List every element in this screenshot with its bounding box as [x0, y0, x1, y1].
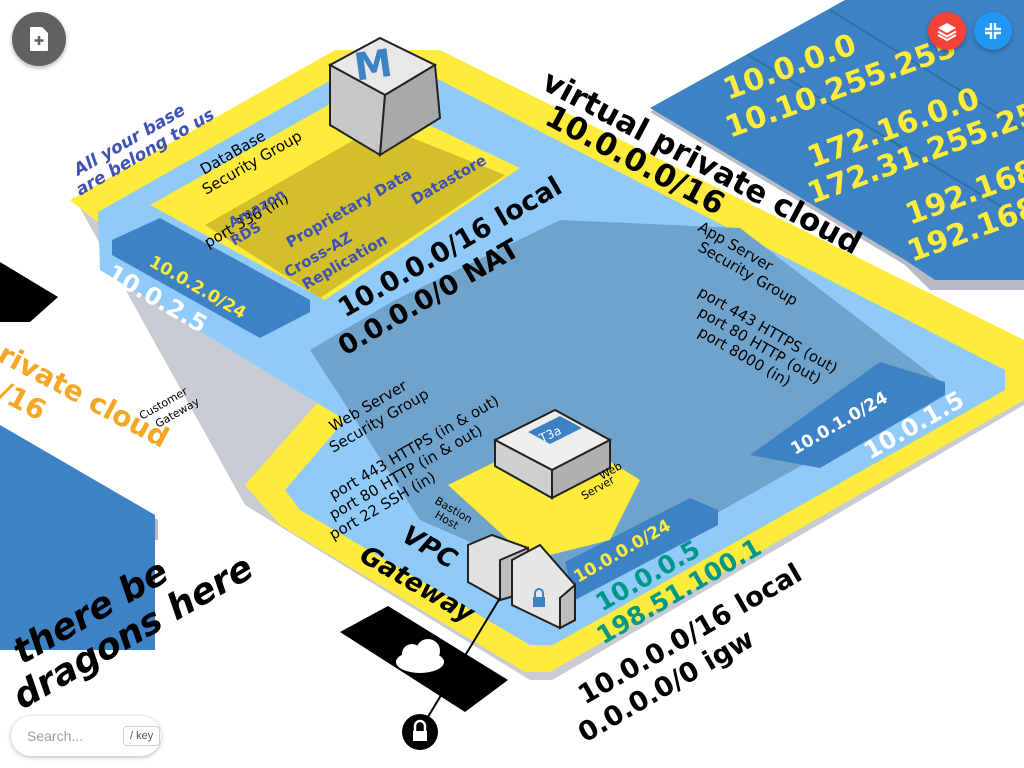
layers-button[interactable]: [928, 12, 966, 50]
datastore-zone: [205, 125, 505, 298]
web-subnet-pad: [565, 498, 718, 600]
rds-icon-label: M: [351, 41, 395, 90]
rds-instance[interactable]: [327, 36, 442, 157]
search-key-hint: / key: [123, 726, 161, 746]
collapse-icon: [985, 23, 1001, 39]
cloud-icon: [396, 639, 444, 673]
t3a-instance[interactable]: [492, 408, 613, 500]
gateway-connector: [419, 597, 501, 731]
search-input[interactable]: [25, 727, 115, 745]
search-box[interactable]: / key: [11, 716, 161, 756]
igw-lock-icon[interactable]: [402, 714, 438, 750]
new-document-button[interactable]: [12, 12, 66, 66]
customer-cloud-panel: [0, 262, 158, 650]
lock-icon: [533, 588, 545, 607]
layers-icon: [937, 23, 957, 41]
database-security-group[interactable]: [150, 90, 520, 300]
customer-gateway-bar: [0, 262, 58, 322]
db-subnet-pad: [112, 218, 310, 338]
address-range-panel: [650, 0, 1024, 290]
collapse-button[interactable]: [974, 12, 1012, 50]
file-plus-icon: [30, 27, 48, 51]
app-subnet-pad: [750, 362, 945, 468]
t3a-badge: [528, 416, 582, 444]
vpc-gateway-building[interactable]: [511, 543, 576, 630]
